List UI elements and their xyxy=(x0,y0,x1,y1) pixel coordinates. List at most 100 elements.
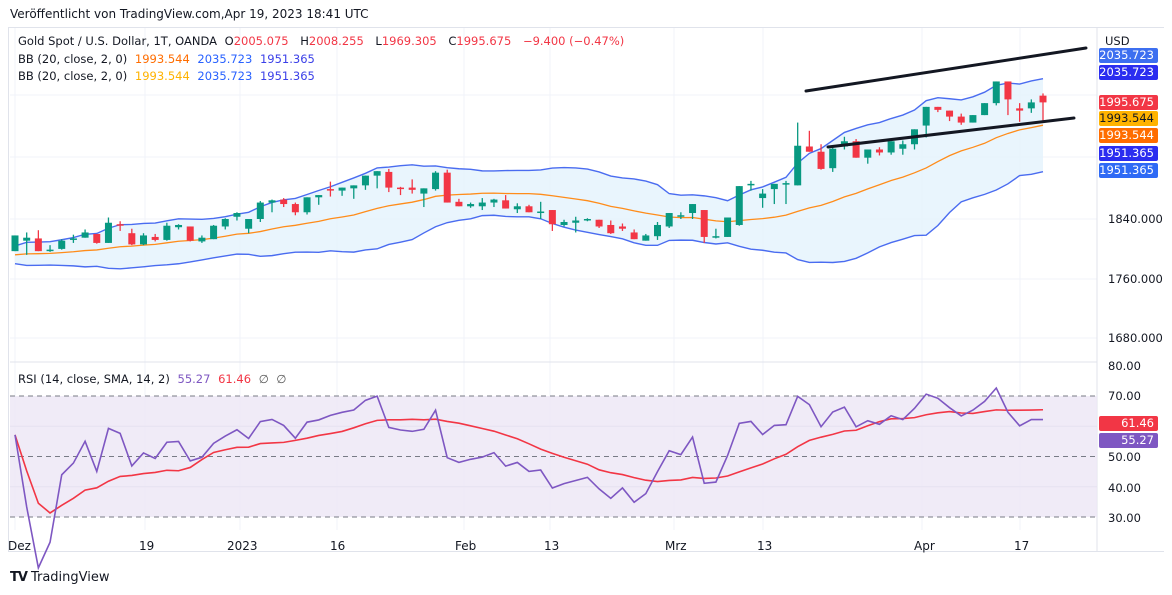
candle-body xyxy=(642,235,650,241)
candle-body xyxy=(256,202,264,219)
candle-body xyxy=(373,171,381,176)
candle-body xyxy=(280,199,288,205)
bb-legend-1: BB (20, close, 2, 0) 1993.544 2035.723 1… xyxy=(18,52,319,66)
rsi-sma-value: 61.46 xyxy=(218,372,252,386)
rsi-tick: 40.00 xyxy=(1108,481,1141,495)
change-value: −9.400 (−0.47%) xyxy=(522,34,625,48)
candle-body xyxy=(513,206,521,210)
time-tick: 19 xyxy=(139,539,155,553)
candle-body xyxy=(81,232,89,238)
candle-body xyxy=(630,232,638,240)
candle-body xyxy=(759,193,767,199)
candle-body xyxy=(291,204,299,213)
candle-body xyxy=(689,204,697,214)
bb2-label[interactable]: BB (20, close, 2, 0) xyxy=(18,69,128,83)
bb-lower-line xyxy=(14,171,1044,270)
close-label: C xyxy=(448,34,457,48)
footer-brand[interactable]: TV TradingView xyxy=(10,570,109,585)
candle-body xyxy=(338,187,346,191)
candle-body xyxy=(875,149,883,153)
rsi-legend: RSI (14, close, SMA, 14, 2) 55.27 61.46 … xyxy=(18,372,290,386)
candle-body xyxy=(151,236,159,240)
rsi-label[interactable]: RSI (14, close, SMA, 14, 2) xyxy=(18,372,170,386)
currency-label: USD xyxy=(1105,34,1130,48)
bb1-lower: 1951.365 xyxy=(259,52,315,66)
candle-body xyxy=(58,240,66,249)
candle-body xyxy=(140,235,147,245)
candle-body xyxy=(829,148,837,169)
time-tick: 16 xyxy=(330,539,346,553)
bb1-basis: 1993.544 xyxy=(134,52,190,66)
close-value: 1995.675 xyxy=(456,34,512,48)
bollinger-band-fill xyxy=(15,78,1043,269)
bb-upper-line xyxy=(14,77,1044,247)
price-tag-bb-upper-1: 2035.723 xyxy=(1099,48,1158,63)
candle-body xyxy=(490,199,498,203)
rsi-tick: 80.00 xyxy=(1108,359,1141,373)
candle-body xyxy=(735,186,743,225)
candle-body xyxy=(34,238,42,252)
price-tag-close: 1995.675 xyxy=(1099,95,1158,110)
time-tick: 2023 xyxy=(227,539,258,553)
candle-body xyxy=(992,81,1000,104)
channel-upper-trendline xyxy=(804,46,1088,93)
time-tick: Mrz xyxy=(665,539,687,553)
open-label: O xyxy=(224,34,234,48)
candle-body xyxy=(852,141,860,158)
rsi-na-1: ∅ xyxy=(258,372,269,386)
candle-body xyxy=(210,225,218,240)
rsi-tag-sma: 61.46 xyxy=(1099,416,1158,431)
time-tick: Dez xyxy=(8,539,31,553)
candle-body xyxy=(794,145,802,186)
candle-body xyxy=(443,172,451,203)
symbol-name[interactable]: Gold Spot / U.S. Dollar, 1T, OANDA xyxy=(18,34,217,48)
candle-body xyxy=(467,204,475,207)
candle-body xyxy=(432,172,440,190)
time-tick: 13 xyxy=(757,539,773,553)
price-tick: 1840.000 xyxy=(1108,212,1163,226)
candle-body xyxy=(268,200,276,203)
rsi-tick: 50.00 xyxy=(1108,450,1141,464)
candle-body xyxy=(969,115,977,123)
candle-body xyxy=(981,103,989,116)
candle-body xyxy=(1004,81,1012,100)
candle-body xyxy=(537,211,545,214)
brand-name: TradingView xyxy=(30,570,110,585)
time-tick: Feb xyxy=(455,539,477,553)
symbol-legend: Gold Spot / U.S. Dollar, 1T, OANDA O2005… xyxy=(18,34,628,48)
chart-frame xyxy=(8,27,1164,552)
candle-body xyxy=(245,219,253,229)
bb-basis-line xyxy=(14,124,1044,256)
bb1-label[interactable]: BB (20, close, 2, 0) xyxy=(18,52,128,66)
candle-body xyxy=(817,151,825,169)
candle-body xyxy=(116,224,124,226)
candle-body xyxy=(770,183,778,190)
candle-body xyxy=(69,238,77,240)
bb-legend-2: BB (20, close, 2, 0) 1993.544 2035.723 1… xyxy=(18,69,319,83)
candle-body xyxy=(618,226,626,229)
price-tag-bb-basis-1: 1993.544 xyxy=(1099,111,1158,126)
candle-body xyxy=(724,217,732,237)
candle-body xyxy=(957,116,965,123)
candle-body xyxy=(163,225,171,240)
time-tick: 13 xyxy=(544,539,560,553)
candle-body xyxy=(104,222,112,243)
channel-lower-trendline xyxy=(826,116,1076,149)
candle-body xyxy=(420,188,428,194)
candle-body xyxy=(221,219,229,227)
candle-body xyxy=(46,249,54,252)
candle-body xyxy=(128,233,136,245)
low-value: 1969.305 xyxy=(381,34,437,48)
rsi-tag-rsi: 55.27 xyxy=(1099,433,1158,448)
candle-body xyxy=(864,149,872,158)
rsi-line xyxy=(14,386,1043,571)
rsi-sma-line xyxy=(14,408,1044,514)
candle-body xyxy=(478,202,486,207)
candle-body xyxy=(677,215,685,217)
price-tag-bb-lower-2: 1951.365 xyxy=(1099,163,1158,178)
rsi-tick: 30.00 xyxy=(1108,511,1141,525)
candle-body xyxy=(93,233,101,243)
candle-body xyxy=(934,106,942,110)
bb2-upper: 2035.723 xyxy=(197,69,253,83)
